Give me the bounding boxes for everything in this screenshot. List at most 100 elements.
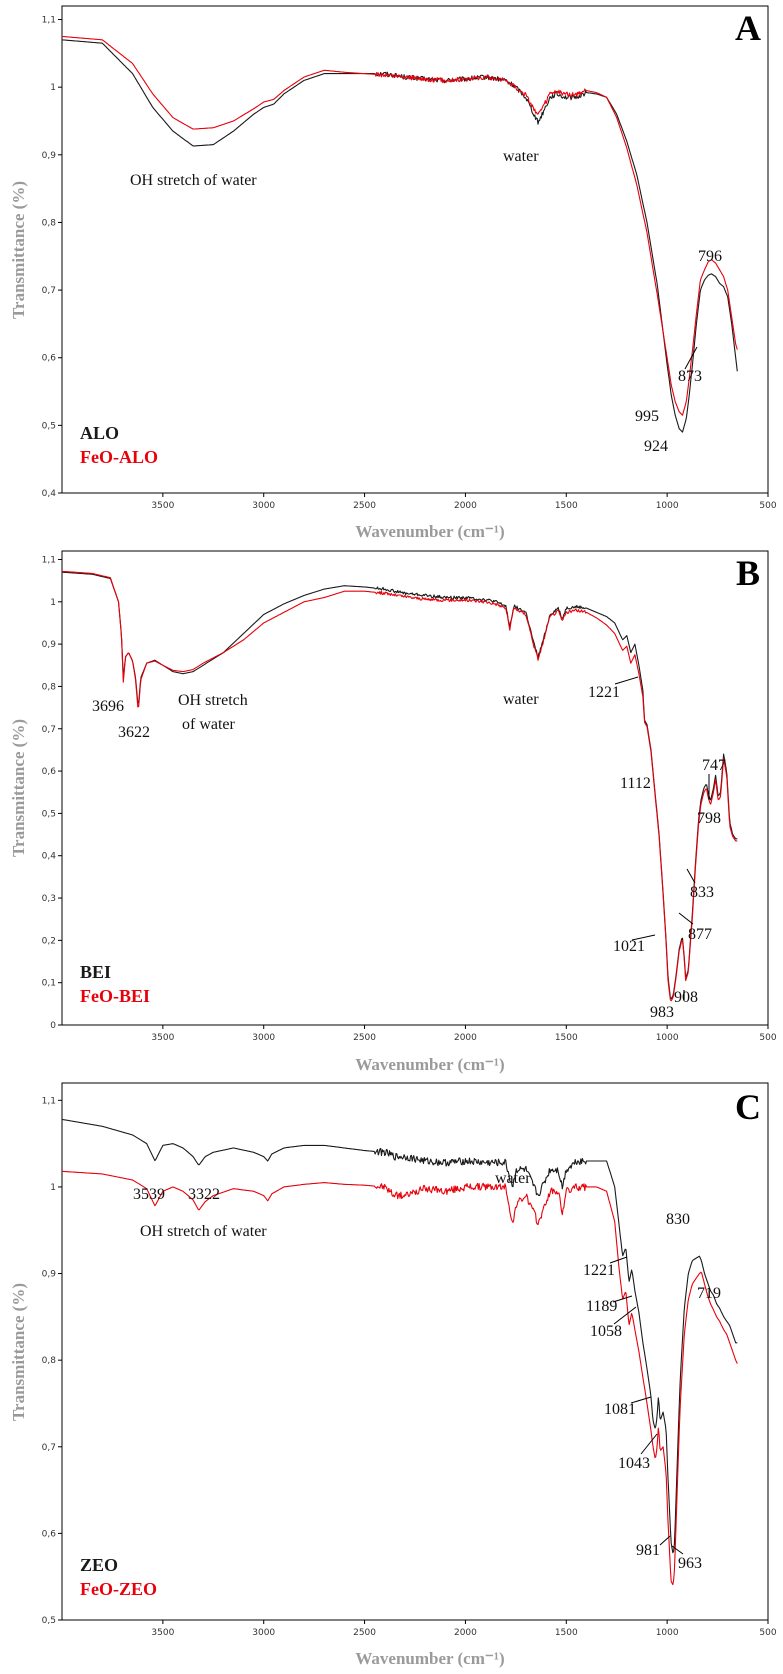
x-tick-label: 3500 bbox=[151, 1033, 174, 1043]
x-tick-label: 2500 bbox=[353, 501, 376, 511]
annotation-label: 833 bbox=[690, 884, 714, 901]
y-tick-label: 0,5 bbox=[42, 421, 56, 431]
annotation-label: water bbox=[503, 691, 539, 708]
y-tick-label: 0,3 bbox=[42, 894, 56, 904]
x-tick-label: 2500 bbox=[353, 1033, 376, 1043]
peak-annotations: OH stretch of water water 796 995 873 92… bbox=[130, 148, 722, 455]
plot-frame bbox=[61, 5, 769, 494]
annotation-label: 3539 bbox=[133, 1186, 165, 1203]
plot-frame bbox=[61, 550, 769, 1026]
annotation-leader bbox=[640, 1433, 658, 1455]
annotation-label: 719 bbox=[697, 1285, 721, 1302]
panel-a: 0,4 0,5 0,6 0,7 0,8 0,9 1 1,1 3500 3000 2500 2000 1… bbox=[9, 5, 777, 541]
y-tick-label: 1,1 bbox=[42, 555, 56, 565]
x-axis-ticks: 3500 3000 2500 2000 1500 1000 500 bbox=[151, 493, 777, 511]
series-line-alo bbox=[61, 39, 738, 433]
annotation-label: 3322 bbox=[188, 1186, 220, 1203]
annotation-label: 995 bbox=[635, 408, 659, 425]
annotation-leader bbox=[609, 1256, 628, 1264]
annotation-label: 830 bbox=[666, 1211, 690, 1228]
x-tick-label: 3500 bbox=[151, 1628, 174, 1638]
legend-entry-feo-alo: FeO-ALO bbox=[80, 447, 158, 467]
annotation-label: 1043 bbox=[618, 1455, 650, 1472]
series-line-feo-alo bbox=[61, 35, 738, 416]
annotation-label: 796 bbox=[698, 248, 722, 265]
peak-annotations: 3696 3622 OH stretch of water water 1221… bbox=[92, 676, 726, 1021]
y-tick-label: 0,6 bbox=[42, 1529, 57, 1539]
x-axis-ticks: 3500 3000 2500 2000 1500 1000 500 bbox=[151, 1025, 777, 1043]
annotation-label: water bbox=[503, 148, 539, 165]
y-tick-label: 0,7 bbox=[42, 286, 56, 296]
y-tick-label: 0,7 bbox=[42, 725, 56, 735]
x-tick-label: 2500 bbox=[353, 1628, 376, 1638]
y-axis-title: Transmittance (%) bbox=[9, 181, 28, 319]
y-tick-label: 0,9 bbox=[42, 1270, 57, 1280]
x-tick-label: 500 bbox=[759, 1033, 776, 1043]
annotation-label: 3622 bbox=[118, 724, 150, 741]
y-tick-label: 0,8 bbox=[42, 1356, 57, 1366]
y-tick-label: 0,5 bbox=[42, 809, 56, 819]
x-tick-label: 3000 bbox=[252, 1628, 275, 1638]
series-line-zeo bbox=[61, 1118, 738, 1554]
annotation-label: 1189 bbox=[586, 1298, 617, 1315]
x-tick-label: 3500 bbox=[151, 501, 174, 511]
annotation-label: 983 bbox=[650, 1004, 674, 1021]
y-tick-label: 0,7 bbox=[42, 1443, 56, 1453]
annotation-leader bbox=[631, 934, 656, 941]
x-axis-ticks: 3500 3000 2500 2000 1500 1000 500 bbox=[151, 1620, 777, 1638]
annotation-label: 1221 bbox=[583, 1262, 615, 1279]
legend-entry-feo-bei: FeO-BEI bbox=[80, 986, 150, 1006]
x-tick-label: 1500 bbox=[555, 501, 578, 511]
x-axis-title: Wavenumber (cm⁻¹) bbox=[355, 1055, 504, 1074]
y-axis-ticks: 0,4 0,5 0,6 0,7 0,8 0,9 1 1,1 bbox=[42, 16, 62, 499]
x-tick-label: 500 bbox=[759, 501, 776, 511]
y-tick-label: 0,4 bbox=[42, 852, 57, 862]
legend-entry-bei: BEI bbox=[80, 962, 111, 982]
annotation-leader bbox=[630, 1396, 652, 1404]
legend-entry-zeo: ZEO bbox=[80, 1555, 118, 1575]
annotation-leader bbox=[678, 912, 694, 925]
annotation-leader bbox=[613, 1306, 637, 1325]
spectra bbox=[61, 1118, 738, 1586]
x-tick-label: 2000 bbox=[454, 1628, 477, 1638]
annotation-label: OH stretch bbox=[178, 692, 248, 709]
legend-entry-feo-zeo: FeO-ZEO bbox=[80, 1579, 157, 1599]
annotation-label: 3696 bbox=[92, 698, 124, 715]
annotation-label: 963 bbox=[678, 1555, 702, 1572]
y-axis-title: Transmittance (%) bbox=[9, 719, 28, 857]
y-tick-label: 0,6 bbox=[42, 767, 57, 777]
annotation-label: 747 bbox=[702, 757, 726, 774]
y-tick-label: 0 bbox=[50, 1021, 56, 1031]
y-tick-label: 0,6 bbox=[42, 354, 57, 364]
annotation-label: 1021 bbox=[613, 938, 645, 955]
y-tick-label: 1 bbox=[50, 83, 56, 93]
panel-c: 0,5 0,6 0,7 0,8 0,9 1 1,1 3500 3000 2500 2000 1500… bbox=[9, 1082, 777, 1668]
x-tick-label: 500 bbox=[759, 1628, 776, 1638]
x-tick-label: 3000 bbox=[252, 501, 275, 511]
y-tick-label: 0,8 bbox=[42, 218, 57, 228]
panel-label: C bbox=[735, 1087, 761, 1127]
annotation-label: 1221 bbox=[588, 684, 620, 701]
annotation-label: 1081 bbox=[604, 1401, 636, 1418]
annotation-leader bbox=[671, 1545, 684, 1555]
peak-annotations: 3539 3322 OH stretch of water water 830 … bbox=[133, 1170, 721, 1572]
annotation-label: 908 bbox=[674, 989, 698, 1006]
x-axis-title: Wavenumber (cm⁻¹) bbox=[355, 1649, 504, 1668]
panel-b: 0 0,1 0,2 0,3 0,4 0,5 0,6 0,7 0,8 0,9 1 1,1 3500 300… bbox=[9, 550, 777, 1074]
x-tick-label: 2000 bbox=[454, 1033, 477, 1043]
y-tick-label: 0,2 bbox=[42, 936, 56, 946]
annotation-label: OH stretch of water bbox=[130, 172, 257, 189]
y-tick-label: 1 bbox=[50, 598, 56, 608]
x-axis-title: Wavenumber (cm⁻¹) bbox=[355, 522, 504, 541]
annotation-label: 798 bbox=[697, 810, 721, 827]
annotation-label: of water bbox=[182, 716, 236, 733]
y-axis-title: Transmittance (%) bbox=[9, 1283, 28, 1421]
spectra bbox=[61, 35, 738, 433]
panel-label: B bbox=[736, 553, 760, 593]
annotation-label: 877 bbox=[688, 926, 712, 943]
y-tick-label: 0,1 bbox=[42, 979, 56, 989]
annotation-label: 1112 bbox=[620, 775, 651, 792]
series-line-feo-bei bbox=[61, 570, 738, 1002]
y-tick-label: 0,5 bbox=[42, 1616, 56, 1626]
y-axis-ticks: 0,5 0,6 0,7 0,8 0,9 1 1,1 bbox=[42, 1096, 62, 1626]
